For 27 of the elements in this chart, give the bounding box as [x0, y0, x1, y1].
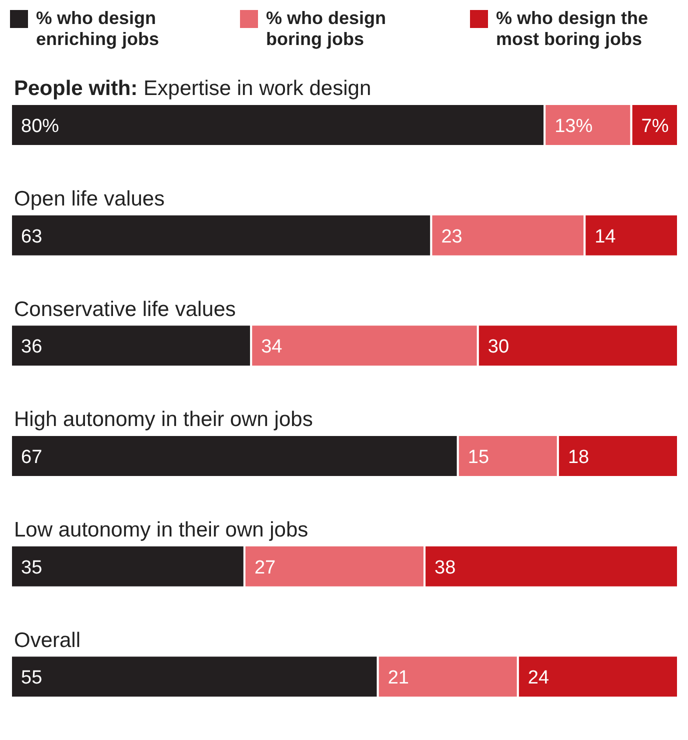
y-tick-label: Conservative life values [14, 298, 236, 321]
data-label: 55 [21, 668, 42, 689]
y-tick-label: Low autonomy in their own jobs [14, 518, 308, 542]
data-label: 14 [594, 226, 616, 248]
data-label: 38 [434, 557, 456, 578]
legend-label: % who design the most boring jobs [496, 8, 650, 50]
data-label: 15 [468, 447, 490, 468]
data-label: 35 [21, 557, 42, 578]
y-tick-label: Open life values [14, 188, 165, 210]
y-tick-label: High autonomy in their own jobs [14, 408, 313, 432]
y-tick-label: People with: Expertise in work design [14, 77, 372, 100]
legend-label: % who design enriching jobs [36, 8, 160, 50]
data-label: 36 [21, 336, 42, 358]
data-label: 21 [388, 668, 409, 689]
data-label: 18 [568, 447, 590, 468]
y-tick-label: Overall [14, 628, 81, 652]
data-label: 67 [21, 447, 42, 468]
data-label: 30 [488, 336, 510, 358]
data-label: 34 [261, 336, 283, 358]
data-label: 27 [254, 557, 276, 578]
data-label: 63 [21, 226, 42, 248]
data-label: 24 [528, 668, 550, 689]
data-label: 23 [441, 226, 462, 248]
legend-label: % who design boring jobs [266, 8, 388, 50]
data-label: 7% [641, 116, 669, 137]
data-label: 80% [21, 116, 60, 137]
data-label: 13% [554, 116, 593, 137]
